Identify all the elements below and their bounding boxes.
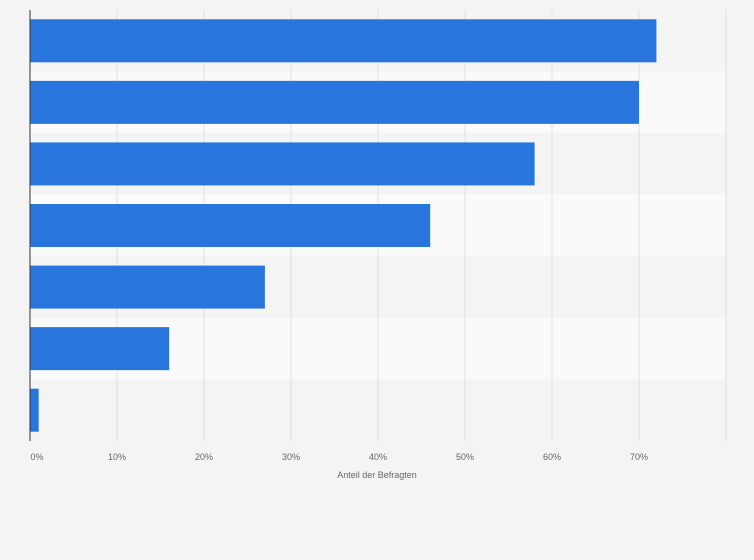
bar[interactable] bbox=[30, 388, 39, 432]
bar[interactable] bbox=[30, 80, 639, 124]
x-axis-title: Anteil der Befragten bbox=[337, 470, 417, 480]
x-tick-label: 50% bbox=[456, 452, 474, 462]
bars bbox=[30, 19, 657, 432]
bar[interactable] bbox=[30, 142, 535, 186]
x-tick-label: 60% bbox=[543, 452, 561, 462]
bar[interactable] bbox=[30, 19, 657, 63]
x-tick-label: 70% bbox=[630, 452, 648, 462]
x-tick-label: 10% bbox=[108, 452, 126, 462]
bar[interactable] bbox=[30, 265, 265, 309]
x-tick-label: 40% bbox=[369, 452, 387, 462]
bar[interactable] bbox=[30, 327, 170, 371]
x-tick-label: 20% bbox=[195, 452, 213, 462]
bar[interactable] bbox=[30, 204, 431, 247]
x-tick-label: 30% bbox=[282, 452, 300, 462]
x-tick-labels: 0% 10% 20% 30% 40% 50% 60% 70% bbox=[30, 452, 648, 462]
x-tick-label: 0% bbox=[30, 452, 43, 462]
